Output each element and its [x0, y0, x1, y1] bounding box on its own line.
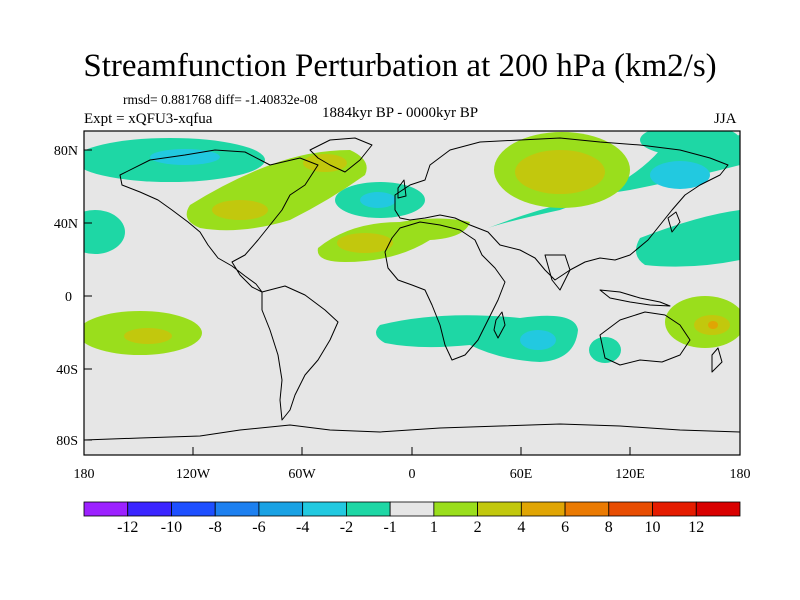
lat-tick-label: 80S [56, 434, 78, 449]
anomaly-blob [640, 131, 740, 156]
anomaly-core [360, 192, 396, 208]
coastline-australia [599, 311, 691, 366]
season-label: JJA [714, 111, 737, 127]
colorbar-swatch [302, 501, 347, 517]
colorbar-label: 1 [430, 519, 438, 536]
colorbar: -12 -10 -8 -6 -4 -2 -1 1 2 4 6 8 10 12 [83, 501, 741, 536]
colorbar-label: -1 [383, 519, 396, 536]
colorbar-swatch [214, 501, 260, 517]
colorbar-label: 6 [561, 519, 569, 536]
anomaly-core [650, 161, 710, 189]
coastline-africa [384, 221, 506, 361]
colorbar-label: -2 [340, 519, 353, 536]
experiment-label: Expt = xQFU3-xqfua [84, 111, 213, 127]
colorbar-label: 8 [605, 519, 613, 536]
lon-tick-label: 180 [730, 467, 751, 482]
coastline-greenland [309, 137, 373, 173]
lat-tick-label: 0 [65, 290, 72, 305]
plot-title: Streamfunction Perturbation at 200 hPa (… [83, 48, 717, 84]
colorbar-swatch [652, 501, 697, 517]
anomaly-core [212, 200, 268, 220]
lon-tick-label: 180 [74, 467, 95, 482]
coastline-eurasia [394, 137, 729, 281]
anomaly-blob [636, 210, 740, 267]
colorbar-swatch [477, 501, 522, 517]
colorbar-swatch [695, 501, 741, 517]
colorbar-swatch [520, 501, 566, 517]
colorbar-swatch [83, 501, 129, 517]
colorbar-swatch [258, 501, 304, 517]
stats-text: rmsd= 0.881768 diff= -1.40832e-08 [123, 92, 318, 107]
colorbar-swatch [433, 501, 479, 517]
colorbar-label: 2 [474, 519, 482, 536]
anomaly-blob [488, 135, 740, 228]
lon-tick-label: 60E [510, 467, 533, 482]
anomaly-core [337, 233, 393, 253]
period-label: 1884kyr BP - 0000kyr BP [322, 105, 479, 121]
coastline-japan [667, 211, 681, 233]
anomaly-core [515, 150, 605, 194]
coastline-north-america [119, 149, 319, 293]
coastline-indonesia [599, 289, 671, 307]
colorbar-label: -6 [252, 519, 265, 536]
colorbar-swatch [564, 501, 610, 517]
anomaly-core [520, 330, 556, 350]
coastline-india [544, 254, 571, 291]
coastline-madagascar [493, 311, 506, 339]
colorbar-label: -4 [296, 519, 309, 536]
coastline-south-america [261, 285, 339, 421]
anomaly-blob [84, 210, 125, 254]
colorbar-label: -10 [161, 519, 182, 536]
colorbar-swatch [127, 501, 172, 517]
colorbar-label: -8 [209, 519, 222, 536]
colorbar-label: 4 [517, 519, 525, 536]
colorbar-swatch [389, 501, 435, 517]
colorbar-swatch [608, 501, 653, 517]
coastline-antarctica [84, 423, 740, 441]
colorbar-label: 10 [645, 519, 661, 536]
lon-tick-label: 120W [176, 467, 211, 482]
anomaly-core [708, 321, 718, 329]
colorbar-label: -12 [117, 519, 138, 536]
lat-tick-label: 40S [56, 363, 78, 378]
lon-tick-label: 120E [615, 467, 645, 482]
contour-field [84, 131, 740, 363]
colorbar-swatch [345, 501, 391, 517]
anomaly-core [303, 154, 347, 172]
anomaly-blob [589, 337, 621, 363]
coastline-new-zealand [711, 347, 723, 373]
colorbar-label: 12 [688, 519, 704, 536]
coastline-uk [397, 179, 407, 199]
anomaly-blob [376, 315, 578, 362]
coastlines [84, 137, 740, 441]
colorbar-swatch [171, 501, 216, 517]
lon-tick-label: 60W [288, 467, 316, 482]
anomaly-core [150, 149, 220, 165]
lat-tick-label: 40N [54, 217, 78, 232]
lon-tick-label: 0 [409, 467, 416, 482]
anomaly-core [124, 328, 172, 344]
lat-tick-label: 80N [54, 144, 78, 159]
